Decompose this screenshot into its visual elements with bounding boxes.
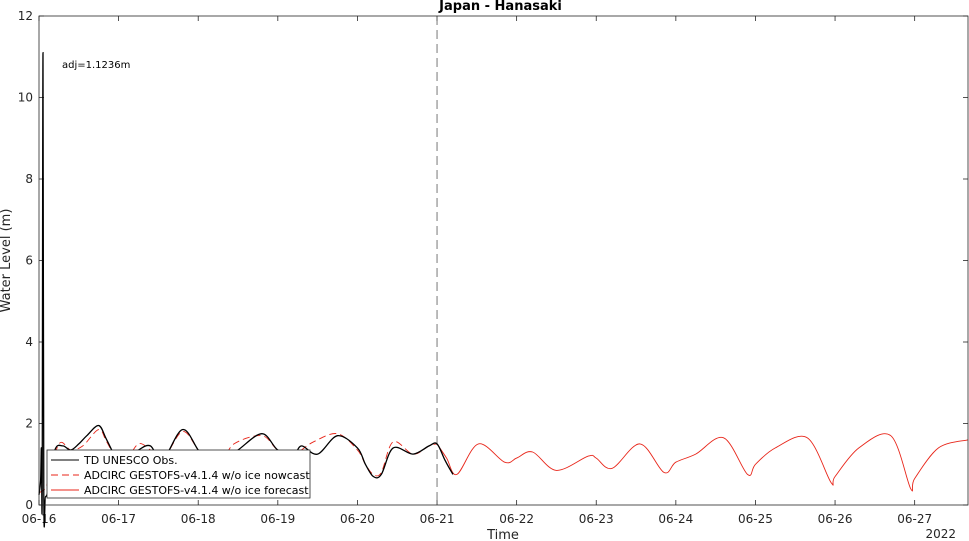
y-tick-label: 2	[25, 417, 33, 431]
legend-entry: ADCIRC GESTOFS-v4.1.4 w/o ice forecast	[84, 484, 309, 497]
x-tick-label: 06-18	[181, 512, 216, 526]
legend-entry: ADCIRC GESTOFS-v4.1.4 w/o ice nowcast	[84, 469, 310, 482]
x-tick-label: 06-26	[818, 512, 853, 526]
datum-adjustment-annotation: adj=1.1236m	[62, 60, 130, 71]
y-tick-label: 0	[25, 498, 33, 512]
axis-ticks	[38, 15, 968, 506]
y-tick-label: 12	[18, 9, 33, 23]
forecast-series-line	[436, 433, 969, 492]
x-tick-label: 06-20	[340, 512, 375, 526]
legend-entry: TD UNESCO Obs.	[83, 454, 178, 467]
x-tick-label: 06-21	[420, 512, 455, 526]
y-axis-label: Water Level (m)	[0, 209, 14, 313]
x-tick-label: 06-19	[260, 512, 295, 526]
x-tick-label: 06-16	[22, 512, 57, 526]
legend-box	[46, 449, 311, 499]
plot-area-frame	[38, 15, 969, 506]
x-axis-label: Time	[486, 528, 519, 541]
year-label: 2022	[925, 527, 956, 541]
y-tick-label: 10	[18, 91, 33, 105]
x-tick-label: 06-24	[658, 512, 693, 526]
x-tick-label: 06-27	[897, 512, 932, 526]
observation-series-line	[38, 51, 454, 528]
y-tick-label: 8	[25, 172, 33, 186]
y-tick-labels: 0 2 4 6 8 10 12	[18, 9, 33, 512]
x-tick-label: 06-23	[579, 512, 614, 526]
y-tick-label: 6	[25, 254, 33, 268]
x-tick-label: 06-22	[499, 512, 534, 526]
legend: TD UNESCO Obs. ADCIRC GESTOFS-v4.1.4 w/o …	[46, 449, 311, 499]
x-tick-label: 06-17	[101, 512, 136, 526]
x-tick-label: 06-25	[738, 512, 773, 526]
chart-title: Japan - Hanasaki	[438, 0, 562, 14]
y-tick-label: 4	[25, 335, 33, 349]
x-tick-labels: 06-16 06-17 06-18 06-19 06-20 06-21 06-22 06-23…	[22, 512, 933, 526]
